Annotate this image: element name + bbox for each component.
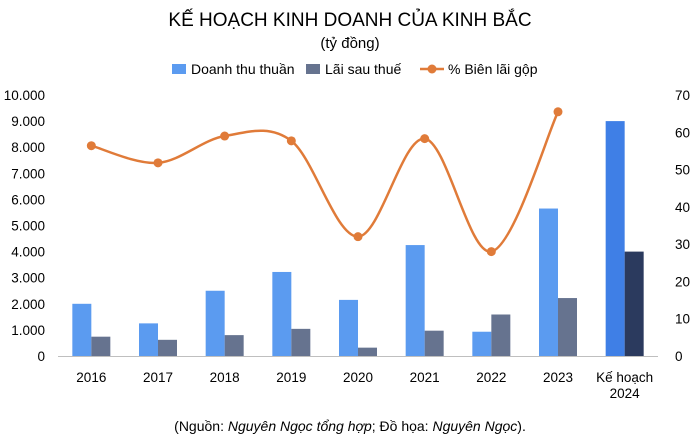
y-right-tick-label: 30: [675, 237, 690, 252]
y-left-tick-label: 5.000: [11, 219, 45, 234]
source-note: (Nguồn: Nguyên Ngọc tổng hợp; Đồ họa: Ng…: [174, 418, 526, 434]
revenue-bar: [405, 245, 425, 356]
legend-label: Doanh thu thuần: [191, 61, 295, 77]
revenue-bar: [272, 271, 292, 356]
margin-point: [286, 136, 296, 146]
margin-point: [86, 141, 96, 151]
legend-swatch: [172, 64, 186, 74]
profit-bar: [91, 336, 111, 356]
y-left-tick-label: 4.000: [11, 245, 45, 260]
y-left-tick-label: 1.000: [11, 323, 45, 338]
margin-line-path: [90, 111, 560, 253]
profit-bar: [158, 339, 177, 356]
revenue-bar: [139, 323, 158, 356]
chart-title: KẾ HOẠCH KINH DOANH CỦA KINH BẮC: [168, 9, 531, 31]
profit-bar: [224, 335, 244, 356]
x-tick-label: 2020: [343, 370, 373, 385]
y-left-tick-label: 6.000: [11, 192, 45, 207]
profit-bar: [291, 328, 311, 356]
left-axis: 0 1.000 2.000 3.000 4.000 5.000 6.000 7.000 8.00…: [4, 88, 45, 364]
legend-label: % Biên lãi gộp: [448, 61, 538, 77]
y-left-tick-label: 10.000: [4, 88, 45, 103]
y-left-tick-label: 7.000: [11, 166, 45, 181]
legend-swatch: [306, 64, 320, 74]
y-left-tick-label: 9.000: [11, 114, 45, 129]
y-right-tick-label: 60: [675, 125, 690, 140]
right-axis: 0 10 20 30 40 50 60 70: [675, 88, 690, 364]
revenue-bar: [539, 208, 558, 356]
y-right-tick-label: 40: [675, 200, 690, 215]
revenue-bar: [339, 299, 358, 356]
profit-bar: [358, 347, 377, 356]
y-left-tick-label: 2.000: [11, 297, 45, 312]
y-right-tick-label: 50: [675, 163, 690, 178]
y-left-tick-label: 3.000: [11, 271, 45, 286]
margin-point: [353, 232, 363, 242]
profit-bar: [624, 251, 644, 356]
margin-line: [86, 107, 563, 257]
revenue-bar: [72, 303, 92, 356]
profit-bar: [424, 330, 444, 356]
legend: Doanh thu thuần Lãi sau thuế % Biên lãi gộ…: [172, 61, 538, 77]
margin-point: [486, 247, 496, 257]
margin-point: [420, 134, 430, 144]
revenue-bar: [472, 331, 492, 356]
y-left-tick-label: 8.000: [11, 140, 45, 155]
x-axis: 2016 2017 2018 2019 2020 2021 2022 2023 Kế hoạch…: [58, 356, 658, 401]
x-tick-label: Kế hoạch 2024: [596, 370, 653, 401]
x-tick-label: 2016: [76, 370, 106, 385]
chart-subtitle: (tỷ đồng): [320, 35, 379, 52]
bars: [72, 121, 644, 356]
revenue-bar: [605, 121, 625, 356]
legend-line-marker: [427, 64, 437, 74]
y-right-tick-label: 0: [675, 349, 683, 364]
y-right-tick-label: 10: [675, 312, 690, 327]
y-left-tick-label: 0: [37, 349, 45, 364]
profit-bar: [491, 314, 511, 356]
revenue-bar: [205, 290, 225, 356]
legend-label: Lãi sau thuế: [325, 61, 401, 77]
x-tick-label: 2017: [143, 370, 173, 385]
profit-bar: [558, 298, 577, 356]
margin-point: [220, 131, 230, 141]
y-right-tick-label: 20: [675, 274, 690, 289]
x-tick-label: 2018: [210, 370, 240, 385]
margin-point: [153, 158, 163, 168]
x-tick-label: 2022: [476, 370, 506, 385]
y-right-tick-label: 70: [675, 88, 690, 103]
margin-point: [553, 107, 563, 117]
x-tick-label: 2023: [543, 370, 573, 385]
x-tick-label: 2019: [276, 370, 306, 385]
x-tick-label: 2021: [410, 370, 440, 385]
